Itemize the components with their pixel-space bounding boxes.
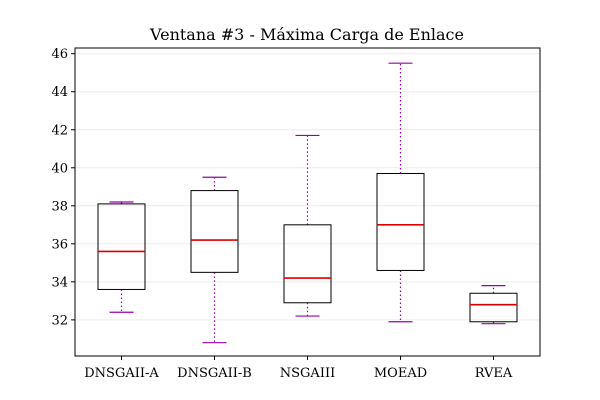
- chart-title: Ventana #3 - Máxima Carga de Enlace: [149, 25, 464, 44]
- box-iqr: [190, 190, 239, 273]
- box-moead: [376, 62, 425, 323]
- y-tick-label: 36: [51, 237, 68, 252]
- box-rvea: [469, 285, 518, 325]
- x-tick-label: RVEA: [475, 366, 513, 381]
- box-iqr: [376, 172, 425, 271]
- x-tick-label: DNSGAII-B: [177, 366, 252, 381]
- box-dnsgaii-a: [97, 201, 146, 313]
- x-tick-label: DNSGAII-A: [84, 366, 159, 381]
- y-tick-label: 32: [51, 313, 68, 328]
- box-iqr: [469, 292, 518, 323]
- y-axis: 32 34 36 38 40 42 44 46: [51, 47, 75, 328]
- boxes: [97, 62, 518, 344]
- y-tick-label: 38: [51, 199, 68, 214]
- y-tick-label: 46: [51, 47, 68, 62]
- box-nsgaiii: [283, 134, 332, 317]
- y-tick-label: 44: [51, 85, 68, 100]
- x-tick-label: MOEAD: [374, 366, 427, 381]
- box-dnsgaii-b: [190, 176, 239, 344]
- box-iqr: [97, 203, 146, 290]
- y-tick-label: 42: [51, 123, 68, 138]
- x-axis: DNSGAII-A DNSGAII-B NSGAIII MOEAD RVEA: [84, 356, 513, 381]
- y-tick-label: 34: [51, 275, 68, 290]
- y-tick-label: 40: [51, 161, 68, 176]
- x-tick-label: NSGAIII: [280, 366, 335, 381]
- box-iqr: [283, 224, 332, 304]
